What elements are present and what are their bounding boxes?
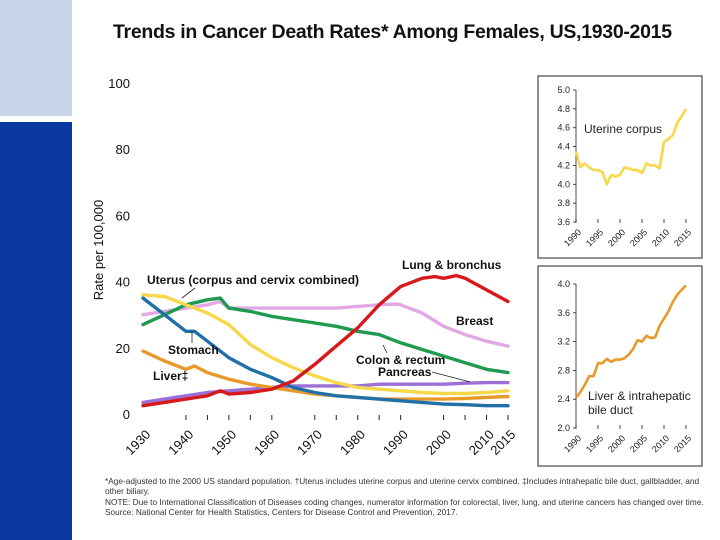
inset-label-line2: bile duct — [588, 403, 633, 417]
x-tick-label: 1930 — [122, 427, 153, 458]
series-line-lung-bronchus — [141, 273, 510, 408]
inset-y-tick-label: 4.8 — [557, 104, 570, 114]
inset-y-tick-label: 2.0 — [557, 423, 570, 433]
inset-y-tick-label: 3.6 — [557, 308, 570, 318]
inset-series-line — [574, 108, 688, 186]
x-tick-label: 1960 — [251, 427, 282, 458]
main-chart: Rate per 100,000 0 20 40 60 80 100 1930 1940 19… — [91, 76, 518, 458]
sidebar-accent-dark — [0, 122, 72, 540]
inset-frame — [537, 75, 703, 259]
inset-y-tick-label: 4.2 — [557, 160, 570, 170]
label-uterus: Uterus (corpus and cervix combined) — [147, 273, 359, 287]
inset-y-tick-label: 3.2 — [557, 337, 570, 347]
y-tick-label: 40 — [116, 275, 130, 290]
y-tick-label: 100 — [108, 76, 130, 91]
inset-y-tick-label: 2.8 — [557, 365, 570, 375]
label-lung: Lung & bronchus — [402, 258, 502, 272]
y-tick-label: 0 — [123, 407, 130, 422]
inset-label-line1: Liver & intrahepatic — [588, 389, 691, 403]
series-line-pancreas — [141, 380, 510, 405]
sidebar-accent-light — [0, 0, 72, 116]
series-line-breast — [141, 299, 510, 348]
x-tick-label: 2015 — [487, 427, 518, 458]
x-tick-label: 1950 — [208, 427, 239, 458]
main-series-lines — [141, 273, 510, 408]
inset-y-tick-label: 3.6 — [557, 217, 570, 227]
series-line-stomach — [141, 296, 510, 408]
label-breast: Breast — [456, 314, 493, 328]
inset-series-line — [574, 284, 687, 399]
y-tick-label: 20 — [116, 341, 130, 356]
series-line-colon-rectum — [141, 296, 510, 375]
x-tick-label: 1980 — [337, 427, 368, 458]
footnote-source: Source: National Center for Health Stati… — [105, 506, 458, 517]
main-y-ticks: 0 20 40 60 80 100 — [108, 76, 130, 422]
inset-series-line — [574, 108, 688, 186]
inset-y-tick-label: 4.6 — [557, 123, 570, 133]
inset-y-tick-label: 2.4 — [557, 394, 570, 404]
inset-label: Uterine corpus — [584, 122, 662, 136]
inset-y-tick-label: 4.0 — [557, 279, 570, 289]
x-tick-label: 1990 — [380, 427, 411, 458]
inset-y-tick-label: 5.0 — [557, 85, 570, 95]
y-tick-label: 80 — [116, 142, 130, 157]
inset-series-line — [574, 284, 687, 399]
x-tick-label: 2000 — [423, 427, 454, 458]
inset-y-tick-label: 4.0 — [557, 179, 570, 189]
label-liver: Liver‡ — [153, 369, 188, 383]
y-tick-label: 60 — [116, 208, 130, 223]
leader-pancreas — [431, 371, 471, 383]
inset-y-tick-label: 4.4 — [557, 142, 570, 152]
page-title: Trends in Cancer Death Rates* Among Fema… — [113, 21, 672, 43]
footnotes: *Age-adjusted to the 2000 US standard po… — [105, 476, 710, 517]
leader-uterus — [181, 287, 196, 299]
x-tick-label: 1940 — [165, 427, 196, 458]
leader-colon — [382, 344, 388, 354]
footnote-age-adjusted: *Age-adjusted to the 2000 US standard po… — [105, 476, 700, 497]
series-line-uterus-corpus-and-cervix-combined — [141, 293, 510, 396]
main-series-labels: Uterus (corpus and cervix combined) Lung… — [147, 258, 502, 383]
footnote-note: NOTE: Due to International Classificatio… — [105, 496, 704, 507]
label-colon: Colon & rectum — [356, 353, 445, 367]
label-stomach: Stomach — [168, 343, 219, 357]
inset-y-tick-label: 3.8 — [557, 198, 570, 208]
label-pancreas: Pancreas — [378, 365, 432, 379]
x-tick-label: 1970 — [294, 427, 325, 458]
y-axis-label: Rate per 100,000 — [91, 200, 106, 300]
